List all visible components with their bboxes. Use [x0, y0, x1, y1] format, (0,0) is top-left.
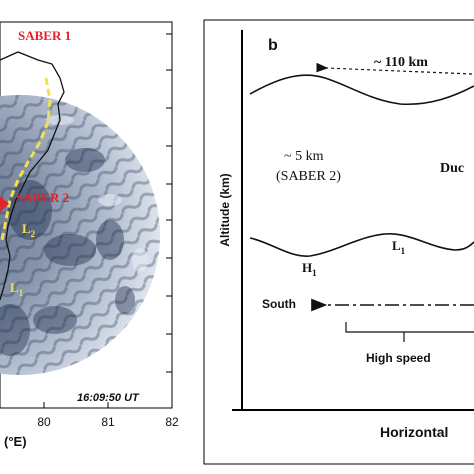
thickness-label: ~ 5 km	[284, 149, 324, 164]
wavelength-label: ~ 110 km	[374, 55, 428, 70]
l1-b-subscript: 1	[401, 246, 406, 256]
h1-letter: H	[302, 260, 312, 275]
l1-b-letter: L	[392, 238, 401, 253]
high-speed-brace	[345, 322, 474, 342]
l1-subscript: 1	[19, 288, 24, 298]
panel-a-ticks	[43, 33, 173, 408]
l2-subscript: 2	[31, 229, 36, 239]
l1-label: L1	[10, 280, 24, 298]
l2-letter: L	[22, 221, 31, 236]
high-speed-label: High speed	[366, 351, 431, 365]
panel-a: SABER 1 SABER 2 L2 L1 16:09:50 UT 80 81 …	[0, 21, 179, 449]
duct-upper-boundary	[249, 74, 474, 106]
x-tick-82: 82	[165, 415, 179, 429]
panel-b: b Altitude (km) Horizontal ~ 110 km ~ 5 …	[203, 19, 474, 465]
saber2-label: SABER 2	[16, 190, 69, 205]
panel-b-label: b	[268, 37, 278, 54]
wavelength-arrow	[316, 62, 473, 75]
l2-label: L2	[22, 221, 36, 239]
h1-label: H1	[302, 260, 317, 278]
airglow-bright-patches	[46, 115, 148, 272]
l1-letter: L	[10, 280, 19, 295]
south-label: South	[262, 297, 296, 311]
coastline	[0, 51, 65, 301]
airglow-wave-texture	[0, 95, 160, 375]
thickness-source: (SABER 2)	[276, 169, 341, 184]
duct-lower-boundary	[249, 233, 474, 257]
y-axis-label: Altitude (km)	[218, 173, 232, 246]
x-tick-81: 81	[101, 415, 115, 429]
timestamp-label: 16:09:50 UT	[77, 392, 140, 404]
x-tick-80: 80	[37, 415, 51, 429]
saber1-label: SABER 1	[18, 28, 71, 43]
x-axis-label: Horizontal	[380, 424, 448, 440]
duct-label: Duc	[440, 161, 464, 176]
h1-subscript: 1	[312, 268, 317, 278]
panel-b-frame	[203, 19, 474, 465]
l1-b-label: L1	[392, 238, 406, 256]
x-unit-label: (°E)	[4, 434, 27, 449]
saber2-marker	[0, 196, 9, 212]
wave-front-line	[0, 77, 52, 241]
